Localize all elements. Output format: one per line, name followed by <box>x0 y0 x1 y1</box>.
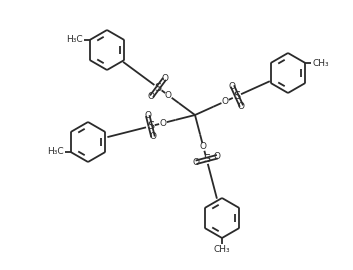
Text: O: O <box>214 152 221 161</box>
Text: CH₃: CH₃ <box>312 59 329 68</box>
Text: S: S <box>154 83 162 93</box>
Text: O: O <box>161 74 168 83</box>
Text: O: O <box>165 91 172 100</box>
Text: O: O <box>229 82 236 90</box>
Text: H₃C: H₃C <box>66 35 83 45</box>
Text: S: S <box>233 91 240 101</box>
Text: O: O <box>150 132 157 141</box>
Text: O: O <box>148 92 155 101</box>
Text: S: S <box>203 154 210 164</box>
Text: H₃C: H₃C <box>47 147 64 157</box>
Text: O: O <box>238 102 245 111</box>
Text: O: O <box>160 119 167 127</box>
Text: O: O <box>192 158 199 167</box>
Text: O: O <box>200 142 207 151</box>
Text: O: O <box>222 97 229 106</box>
Text: CH₃: CH₃ <box>214 245 230 254</box>
Text: O: O <box>144 111 151 120</box>
Text: S: S <box>147 121 154 131</box>
